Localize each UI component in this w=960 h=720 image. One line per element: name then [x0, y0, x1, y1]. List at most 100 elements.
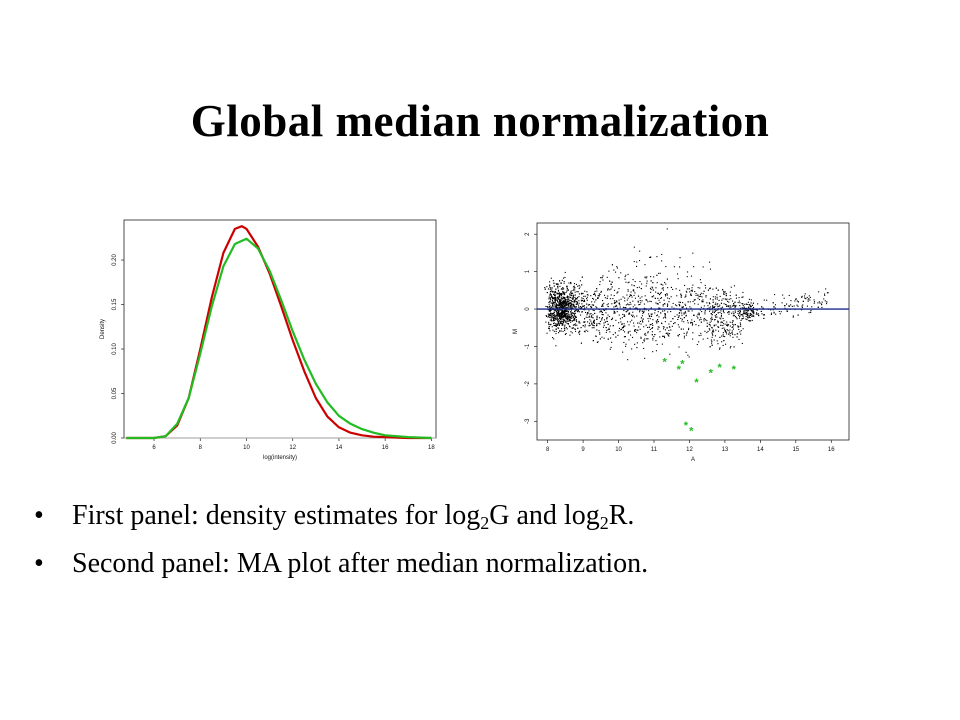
ma-point — [573, 316, 575, 318]
ma-point — [752, 310, 754, 312]
ma-point — [565, 314, 567, 316]
ma-point — [715, 329, 717, 331]
ma-point — [567, 289, 569, 291]
ma-point — [627, 321, 629, 323]
ma-point — [796, 304, 798, 306]
ma-point — [574, 306, 576, 308]
ma-point — [548, 306, 550, 308]
ma-point — [574, 296, 576, 298]
ma-point — [673, 307, 675, 309]
ma-point — [717, 312, 719, 314]
ma-point — [737, 310, 739, 312]
ma-point — [553, 314, 555, 316]
ma-point — [692, 323, 694, 325]
ma-point — [555, 324, 557, 326]
ma-point — [558, 313, 560, 315]
ma-point — [612, 334, 614, 336]
ma-point — [748, 316, 750, 318]
ma-point — [548, 326, 550, 328]
ma-point — [589, 313, 591, 315]
ma-point — [559, 300, 561, 302]
ma-point — [562, 291, 564, 293]
ma-point — [547, 316, 549, 318]
ma-point — [559, 316, 561, 318]
ma-point — [647, 326, 649, 328]
ma-point — [618, 288, 620, 290]
ma-point — [559, 309, 561, 311]
ma-point — [557, 318, 559, 320]
ma-point — [747, 317, 749, 319]
ma-point — [561, 303, 563, 305]
ma-point — [714, 319, 716, 321]
ma-point — [573, 288, 575, 290]
ma-point — [630, 303, 632, 305]
ma-point — [643, 303, 645, 305]
ma-point — [698, 319, 700, 321]
ma-point — [814, 301, 816, 303]
ma-point — [551, 287, 553, 289]
ma-point — [718, 326, 720, 328]
ma-point — [651, 323, 653, 325]
ma-point — [599, 332, 601, 334]
ma-point — [554, 294, 556, 296]
ma-point — [736, 336, 738, 338]
ma-point — [613, 311, 615, 313]
ma-point — [661, 288, 663, 290]
ma-point — [575, 297, 577, 299]
ma-point — [561, 293, 563, 295]
ma-point — [679, 309, 681, 311]
ma-point — [570, 316, 572, 318]
ma-point — [639, 250, 641, 252]
bullet-text: Second panel: MA plot after median norma… — [72, 548, 649, 579]
ma-point — [592, 317, 594, 319]
ma-point — [550, 287, 552, 289]
ma-point — [790, 304, 792, 306]
ma-point — [675, 288, 677, 290]
ma-point — [656, 315, 658, 317]
ma-point — [748, 313, 750, 315]
ma-point — [562, 298, 564, 300]
ma-point — [572, 307, 574, 309]
ma-point — [744, 311, 746, 313]
ma-point — [650, 313, 652, 315]
ma-point — [618, 314, 620, 316]
ma-point — [618, 302, 620, 304]
ma-point — [563, 296, 565, 298]
ma-point — [640, 288, 642, 290]
ma-point — [560, 282, 562, 284]
ma-point — [640, 317, 642, 319]
ma-point — [555, 316, 557, 318]
ma-point — [563, 293, 565, 295]
ma-point — [646, 282, 648, 284]
ma-point — [565, 321, 567, 323]
ma-point — [738, 297, 740, 299]
ma-point — [695, 294, 697, 296]
ma-point — [563, 291, 565, 293]
ma-point — [585, 329, 587, 331]
ma-point — [664, 315, 666, 317]
ma-point — [602, 300, 604, 302]
ma-point — [554, 295, 556, 297]
ma-point — [548, 327, 550, 329]
ma-point — [658, 316, 660, 318]
ma-point — [648, 313, 650, 315]
ma-point — [615, 271, 617, 273]
ma-point — [788, 294, 790, 296]
ma-point — [558, 294, 560, 296]
ma-point — [607, 323, 609, 325]
ma-point — [718, 305, 720, 307]
ma-point — [602, 303, 604, 305]
ma-point — [666, 278, 668, 280]
ma-point — [732, 326, 734, 328]
ma-point — [550, 312, 552, 314]
ma-point — [613, 269, 615, 271]
ma-point — [797, 305, 799, 307]
ma-point — [725, 331, 727, 333]
ma-point — [672, 318, 674, 320]
ma-point — [638, 304, 640, 306]
ma-point — [614, 306, 616, 308]
ma-point — [645, 277, 647, 279]
ma-point — [563, 327, 565, 329]
ma-point — [632, 306, 634, 308]
ma-point — [691, 310, 693, 312]
